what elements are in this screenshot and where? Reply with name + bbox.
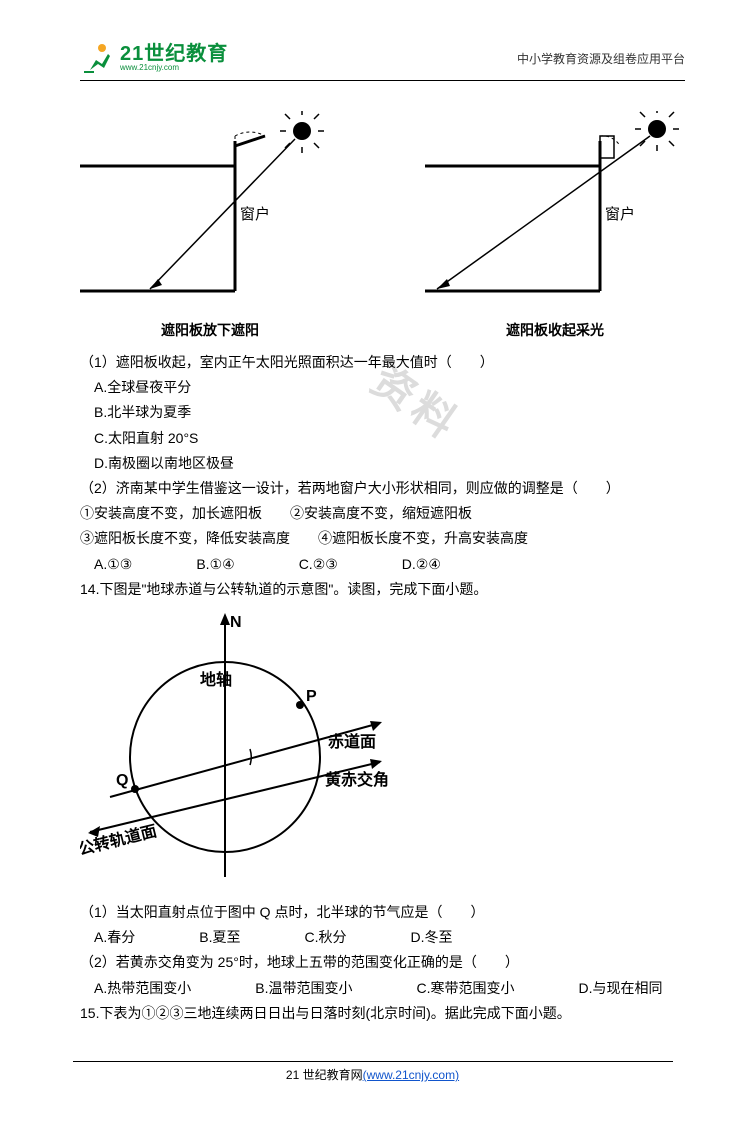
window-diagrams-row: 窗户 遮阳板放下遮阳 — [80, 111, 685, 340]
orbit-label: 公转轨道面 — [80, 821, 159, 859]
q-point — [131, 785, 139, 793]
q14-2-c: C.寒带范围变小 — [402, 976, 514, 1001]
sun-ray — [150, 139, 295, 289]
q14-stem: 14.下图是"地球赤道与公转轨道的示意图"。读图，完成下面小题。 — [80, 577, 685, 602]
p-point — [296, 701, 304, 709]
shade-up-svg: 窗户 — [425, 111, 685, 311]
q13-stmt1: ①安装高度不变，加长遮阳板 ②安装高度不变，缩短遮阳板 — [80, 501, 685, 526]
sun-icon — [635, 111, 679, 151]
q13-2-c: C.②③ — [285, 552, 338, 577]
diagram-shade-up: 窗户 遮阳板收起采光 — [425, 111, 685, 340]
orbit-diagram: N 地轴 赤道面 P 黄赤交角 Q 公转轨道面 — [80, 607, 390, 887]
equator-label: 赤道面 — [328, 732, 376, 751]
page-header: 21世纪教育 www.21cnjy.com 中小学教育资源及组卷应用平台 — [80, 40, 685, 81]
q13-2-stem: （2）济南某中学生借鉴这一设计，若两地窗户大小形状相同，则应做的调整是（ ） — [80, 476, 685, 501]
north-label: N — [230, 614, 242, 631]
q13-2-d: D.②④ — [388, 552, 441, 577]
q13-1-b: B.北半球为夏季 — [80, 400, 685, 425]
shade-arc — [235, 132, 265, 136]
angle-arc — [250, 749, 251, 765]
window-label: 窗户 — [240, 205, 270, 223]
axis-label: 地轴 — [200, 670, 232, 689]
q14-2-a: A.热带范围变小 — [80, 976, 191, 1001]
logo-block: 21世纪教育 www.21cnjy.com — [80, 40, 228, 76]
footer-prefix: 21 世纪教育网 — [286, 1068, 363, 1082]
runner-logo-icon — [80, 40, 116, 76]
q14-2-b: B.温带范围变小 — [241, 976, 352, 1001]
content-block: （1）遮阳板收起，室内正午太阳光照面积达一年最大值时（ ） A.全球昼夜平分 B… — [80, 350, 685, 1026]
q14-1-b: B.夏至 — [185, 925, 240, 950]
logo-main-text: 21世纪教育 — [120, 44, 228, 64]
p-label: P — [306, 688, 317, 705]
q13-2-b: B.①④ — [182, 552, 234, 577]
shade-arc — [600, 136, 620, 146]
q14-2-d: D.与现在相同 — [564, 976, 662, 1001]
footer-link[interactable]: (www.21cnjy.com) — [363, 1068, 459, 1082]
q13-1-c: C.太阳直射 20°S — [80, 426, 685, 451]
q14-2-stem: （2）若黄赤交角变为 25°时，地球上五带的范围变化正确的是（ ） — [80, 950, 685, 975]
ray-arrow — [150, 279, 162, 289]
q13-1-stem: （1）遮阳板收起，室内正午太阳光照面积达一年最大值时（ ） — [80, 350, 685, 375]
diagram-caption-left: 遮阳板放下遮阳 — [80, 320, 340, 340]
q14-1-stem: （1）当太阳直射点位于图中 Q 点时，北半球的节气应是（ ） — [80, 900, 685, 925]
obliquity-label: 黄赤交角 — [325, 770, 389, 789]
q13-1-a: A.全球昼夜平分 — [80, 375, 685, 400]
q15-stem: 15.下表为①②③三地连续两日日出与日落时刻(北京时间)。据此完成下面小题。 — [80, 1001, 685, 1026]
q14-1-d: D.冬至 — [396, 925, 452, 950]
logo-sub-text: www.21cnjy.com — [120, 64, 228, 72]
q14-1-c: C.秋分 — [290, 925, 346, 950]
shade-board — [235, 136, 265, 146]
q13-1-d: D.南极圈以南地区极昼 — [80, 451, 685, 476]
shade-down-svg: 窗户 — [80, 111, 340, 311]
q13-2-a: A.①③ — [80, 552, 132, 577]
shade-retracted — [600, 136, 614, 158]
header-right-text: 中小学教育资源及组卷应用平台 — [517, 50, 685, 67]
diagram-shade-down: 窗户 遮阳板放下遮阳 — [80, 111, 340, 340]
diagram-caption-right: 遮阳板收起采光 — [425, 320, 685, 340]
q14-1-a: A.春分 — [80, 925, 135, 950]
page-footer: 21 世纪教育网(www.21cnjy.com) — [0, 1061, 745, 1083]
q-label: Q — [116, 772, 128, 789]
window-label: 窗户 — [605, 205, 635, 223]
q13-stmt2: ③遮阳板长度不变，降低安装高度 ④遮阳板长度不变，升高安装高度 — [80, 526, 685, 551]
